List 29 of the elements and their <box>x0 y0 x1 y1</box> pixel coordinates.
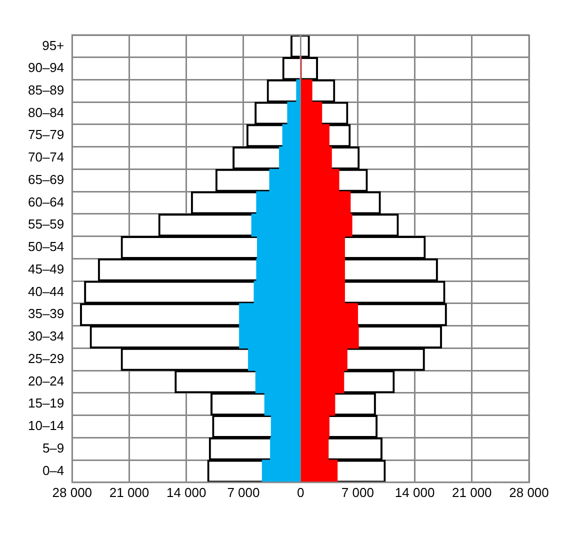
y-tick-label: 55–59 <box>28 216 64 232</box>
y-tick-label: 35–39 <box>28 306 64 322</box>
y-tick-label: 50–54 <box>28 239 64 254</box>
x-tick-label: 0 <box>296 484 304 500</box>
y-tick-label: 85–89 <box>28 82 64 98</box>
y-tick-label: 5–9 <box>42 440 64 456</box>
x-tick-label: 7 000 <box>341 484 374 500</box>
y-tick-label: 95+ <box>42 38 64 53</box>
y-tick-label: 70–74 <box>28 150 64 165</box>
y-tick-label: 80–84 <box>28 104 64 120</box>
x-tick-label: 14 000 <box>166 484 206 500</box>
y-tick-label: 10–14 <box>28 418 64 434</box>
x-tick-label: 14 000 <box>394 484 435 500</box>
y-tick-label: 65–69 <box>28 172 64 187</box>
y-tick-label: 40–44 <box>28 284 64 299</box>
y-tick-label: 60–64 <box>28 194 64 210</box>
y-tick-label: 25–29 <box>28 350 64 366</box>
y-tick-label: 90–94 <box>28 60 64 76</box>
x-tick-label: 21 000 <box>452 484 492 500</box>
y-tick-label: 30–34 <box>28 328 64 344</box>
y-tick-label: 45–49 <box>28 261 64 276</box>
x-tick-label: 21 000 <box>109 484 150 500</box>
y-tick-label: 75–79 <box>28 127 64 142</box>
y-tick-label: 20–24 <box>28 373 64 388</box>
y-tick-label: 0–4 <box>42 462 64 478</box>
x-tick-label: 28 000 <box>509 484 549 500</box>
x-tick-label: 28 000 <box>52 484 92 500</box>
x-tick-label: 7 000 <box>227 484 260 500</box>
y-tick-label: 15–19 <box>28 396 64 411</box>
